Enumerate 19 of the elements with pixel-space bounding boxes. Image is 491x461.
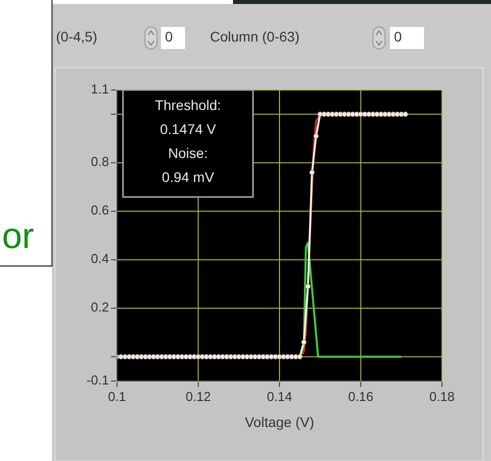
y-tick-label: 1.1: [90, 81, 109, 96]
text: 0: [394, 28, 402, 45]
text: 0: [165, 28, 173, 45]
x-axis-title: Voltage (V): [244, 414, 314, 430]
annotation: Threshold: 0.1474 V Noise: 0.94 mV: [154, 97, 222, 185]
y-tick-label: 0.8: [90, 154, 109, 170]
y-tick-label: 0.6: [90, 202, 109, 218]
text: Column (0-63): [210, 28, 300, 45]
y-tick-label: 0.4: [90, 251, 109, 266]
y-tick-label: -0.1: [86, 372, 109, 388]
text: or: [2, 215, 34, 256]
x-tick-label: 0.1: [108, 389, 126, 404]
x-tick-label: 0.18: [429, 389, 455, 404]
x-tick-label: 0.12: [186, 389, 211, 404]
x-tick-label: 0.16: [348, 389, 374, 404]
x-tick-label: 0.14: [266, 389, 292, 404]
y-tick-label: 0.2: [90, 300, 109, 315]
text: (0-4,5): [56, 28, 98, 45]
readout-box: Threshold: 0.1474 V Noise: 0.94 mV: [122, 89, 254, 198]
